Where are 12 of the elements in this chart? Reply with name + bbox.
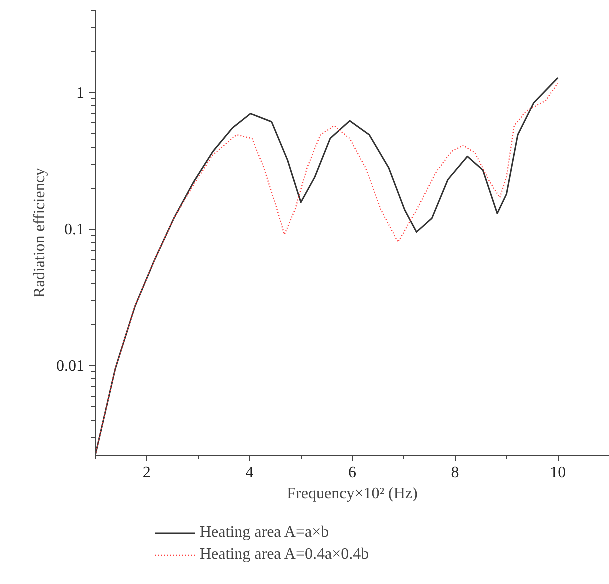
y-tick-label: 0.1	[64, 222, 84, 239]
y-tick-label: 1	[76, 85, 84, 102]
x-axis-title: Frequency×10² (Hz)	[287, 486, 418, 502]
x-tick-label: 8	[451, 464, 460, 482]
x-tick-label: 10	[550, 464, 566, 482]
legend-label: Heating area A=0.4a×0.4b	[200, 545, 370, 565]
x-tick-label: 6	[348, 464, 356, 482]
x-tick-label: 4	[246, 464, 254, 482]
y-tick-label: 0.01	[56, 358, 84, 376]
y-axis-title: Radiation efficiency	[32, 168, 48, 298]
x-tick-label: 2	[142, 464, 151, 482]
legend-label: Heating area A=a×b	[200, 523, 330, 543]
